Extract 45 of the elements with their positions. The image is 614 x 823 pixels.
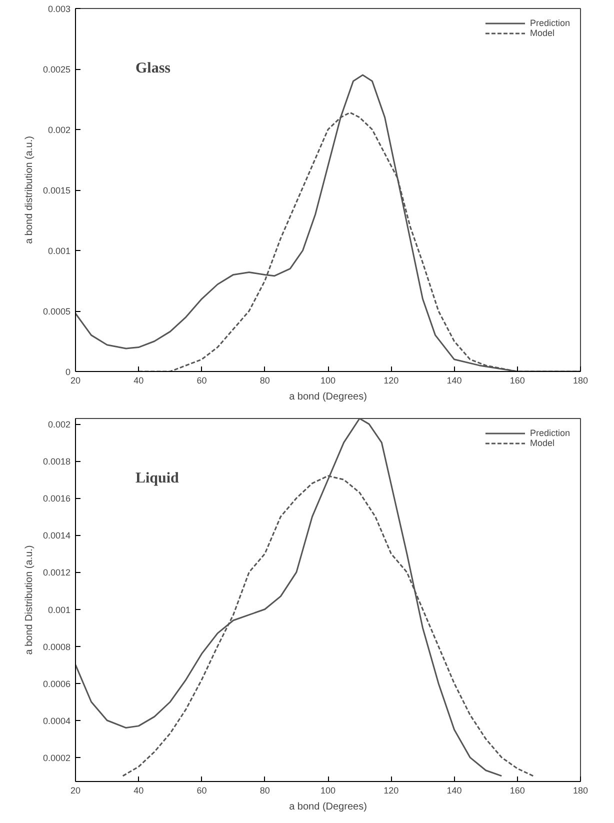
y-tick-label: 0.0006: [42, 678, 71, 689]
legend-label: Model: [530, 28, 554, 38]
x-tick-label: 120: [384, 376, 399, 386]
y-tick-label: 0: [65, 367, 71, 377]
x-tick-label: 20: [70, 786, 81, 796]
x-tick-label: 180: [572, 786, 588, 796]
legend-label: Model: [530, 438, 554, 448]
x-tick-label: 80: [260, 376, 270, 386]
annotation: Glass: [136, 60, 171, 76]
x-tick-label: 180: [572, 376, 588, 386]
x-tick-label: 20: [70, 376, 81, 386]
y-tick-label: 0.0012: [42, 568, 71, 578]
y-tick-label: 0.0008: [42, 642, 71, 652]
x-tick-label: 40: [134, 786, 144, 796]
y-axis-title: a bond distribution (a.u.): [24, 136, 35, 244]
y-tick-label: 0.001: [48, 604, 71, 615]
y-tick-label: 0.0016: [42, 494, 71, 504]
x-tick-label: 140: [446, 786, 462, 796]
x-tick-label: 60: [196, 786, 207, 796]
y-tick-label: 0.001: [48, 246, 71, 256]
x-tick-label: 120: [384, 786, 399, 796]
x-tick-label: 100: [320, 376, 336, 386]
x-tick-label: 100: [320, 786, 336, 796]
y-tick-label: 0.0015: [42, 186, 71, 196]
y-tick-label: 0.0018: [42, 456, 71, 467]
y-tick-label: 0.0014: [42, 530, 71, 541]
y-tick-label: 0.002: [48, 420, 71, 430]
x-axis-title: a bond (Degrees): [289, 802, 367, 812]
x-tick-label: 60: [196, 376, 207, 386]
y-tick-label: 0.003: [48, 4, 71, 14]
x-tick-label: 160: [510, 786, 525, 796]
legend-label: Prediction: [530, 428, 570, 438]
y-tick-label: 0.002: [48, 125, 71, 135]
x-axis-title: a bond (Degrees): [289, 392, 367, 402]
x-tick-label: 140: [446, 376, 462, 386]
x-tick-label: 160: [510, 376, 525, 386]
y-tick-label: 0.0025: [42, 64, 71, 74]
x-tick-label: 80: [260, 786, 270, 796]
y-tick-label: 0.0002: [42, 752, 71, 763]
y-axis-title: a bond Distribution (a.u.): [24, 545, 35, 655]
y-tick-label: 0.0005: [42, 306, 71, 316]
y-tick-label: 0.0004: [42, 716, 71, 726]
x-tick-label: 40: [134, 376, 144, 386]
legend-label: Prediction: [530, 18, 570, 28]
annotation: Liquid: [136, 470, 180, 486]
